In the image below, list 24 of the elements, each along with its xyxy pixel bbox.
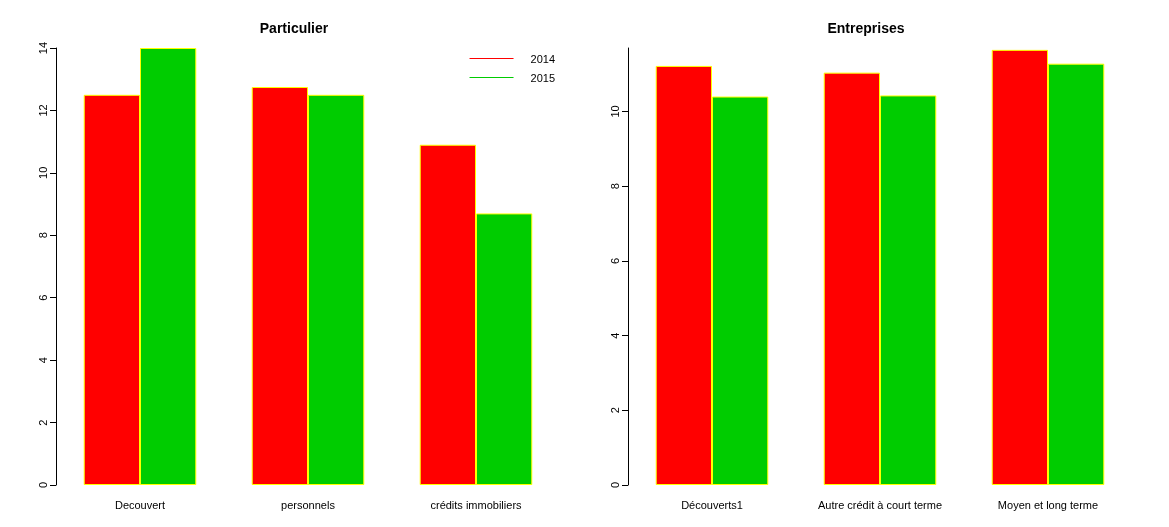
y-tick-label: 6 xyxy=(36,294,49,301)
y-tick-label: 12 xyxy=(36,104,49,117)
legend-label: 2015 xyxy=(530,71,556,84)
y-tick-label: 10 xyxy=(608,105,621,118)
y-tick-label: 4 xyxy=(36,357,49,364)
y-tick-label: 0 xyxy=(608,481,621,489)
chart-title: Particulier xyxy=(259,20,329,36)
y-tick-label: 2 xyxy=(36,419,49,426)
y-tick-label: 4 xyxy=(608,332,621,339)
y-tick-label: 10 xyxy=(36,166,49,179)
x-tick-label: Decouvert xyxy=(114,498,166,511)
y-tick-label: 14 xyxy=(36,41,49,55)
y-tick-label: 0 xyxy=(36,481,49,489)
x-tick-label: Moyen et long terme xyxy=(997,498,1099,511)
y-tick-label: 8 xyxy=(36,232,49,239)
chart-title: Entreprises xyxy=(827,20,905,36)
x-tick-label: personnels xyxy=(281,498,336,511)
y-tick-label: 2 xyxy=(608,407,621,414)
y-tick-label: 8 xyxy=(608,183,621,190)
x-tick-label: Découverts1 xyxy=(681,498,743,511)
y-tick-label: 6 xyxy=(608,257,621,264)
x-tick-label: crédits immobiliers xyxy=(430,498,523,511)
legend-label: 2014 xyxy=(530,52,556,65)
x-tick-label: Autre crédit à court terme xyxy=(817,498,943,511)
